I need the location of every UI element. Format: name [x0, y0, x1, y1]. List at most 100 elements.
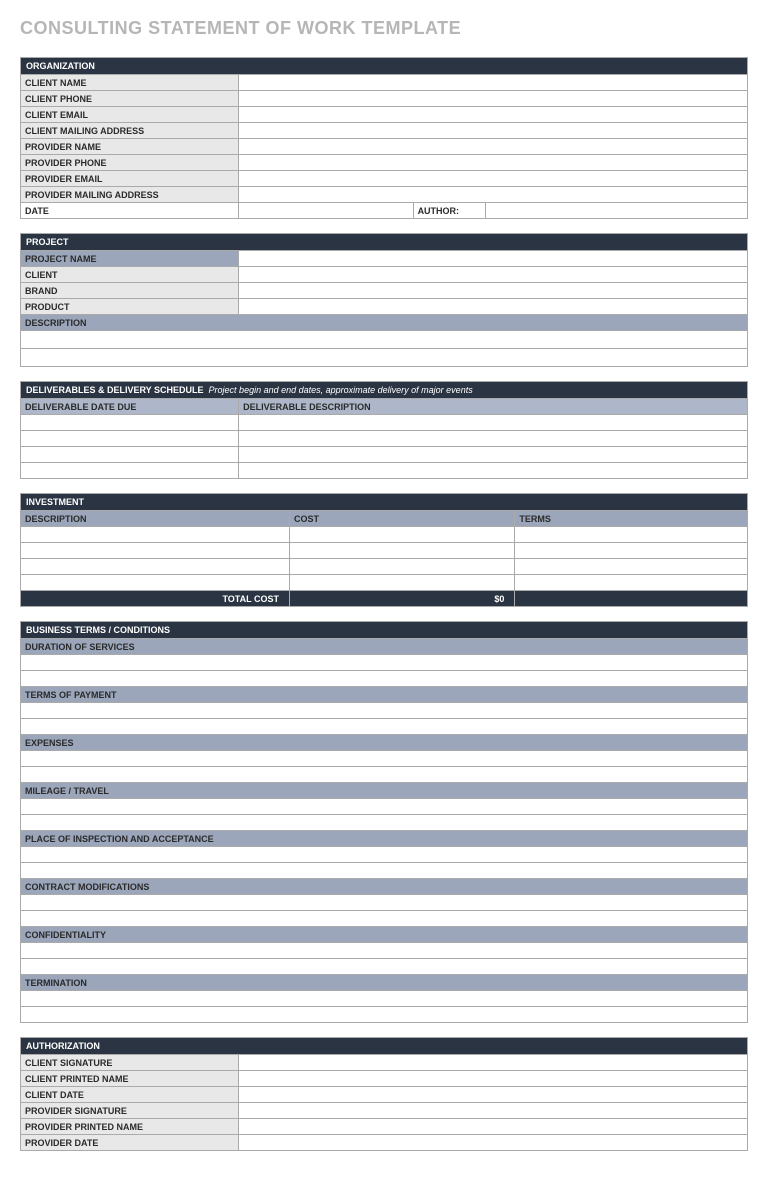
bt-value[interactable] [21, 959, 748, 975]
project-value[interactable] [239, 251, 748, 267]
inv-cost[interactable] [289, 559, 514, 575]
bt-section: TERMINATION [21, 975, 748, 991]
inv-desc[interactable] [21, 543, 290, 559]
bt-value[interactable] [21, 719, 748, 735]
inv-desc[interactable] [21, 575, 290, 591]
bt-value[interactable] [21, 799, 748, 815]
auth-label: PROVIDER DATE [21, 1135, 239, 1151]
investment-table: INVESTMENT DESCRIPTION COST TERMS TOTAL … [20, 493, 748, 607]
bt-value[interactable] [21, 815, 748, 831]
deliverables-header-text: DELIVERABLES & DELIVERY SCHEDULE [26, 385, 204, 395]
project-label: PROJECT NAME [21, 251, 239, 267]
project-label: BRAND [21, 283, 239, 299]
auth-value[interactable] [239, 1103, 748, 1119]
inv-cost[interactable] [289, 527, 514, 543]
project-label: PRODUCT [21, 299, 239, 315]
bt-value[interactable] [21, 1007, 748, 1023]
bt-value[interactable] [21, 655, 748, 671]
auth-value[interactable] [239, 1087, 748, 1103]
deliverable-col2: DELIVERABLE DESCRIPTION [239, 399, 748, 415]
bt-section: DURATION OF SERVICES [21, 639, 748, 655]
org-value[interactable] [239, 155, 748, 171]
deliv-date[interactable] [21, 415, 239, 431]
deliv-date[interactable] [21, 447, 239, 463]
bt-value[interactable] [21, 895, 748, 911]
org-value[interactable] [239, 75, 748, 91]
project-value[interactable] [239, 283, 748, 299]
org-label: PROVIDER EMAIL [21, 171, 239, 187]
auth-value[interactable] [239, 1119, 748, 1135]
org-label: CLIENT MAILING ADDRESS [21, 123, 239, 139]
org-label: PROVIDER MAILING ADDRESS [21, 187, 239, 203]
inv-col2: COST [289, 511, 514, 527]
project-header: PROJECT [21, 234, 748, 251]
inv-terms[interactable] [515, 527, 748, 543]
inv-terms[interactable] [515, 575, 748, 591]
org-label: PROVIDER NAME [21, 139, 239, 155]
total-blank [515, 591, 748, 607]
authorization-header: AUTHORIZATION [21, 1038, 748, 1055]
org-value[interactable] [239, 187, 748, 203]
auth-label: CLIENT DATE [21, 1087, 239, 1103]
inv-desc[interactable] [21, 559, 290, 575]
authorization-table: AUTHORIZATION CLIENT SIGNATURE CLIENT PR… [20, 1037, 748, 1151]
inv-col1: DESCRIPTION [21, 511, 290, 527]
deliverable-col1: DELIVERABLE DATE DUE [21, 399, 239, 415]
deliv-desc[interactable] [239, 415, 748, 431]
bt-value[interactable] [21, 767, 748, 783]
auth-value[interactable] [239, 1135, 748, 1151]
inv-terms[interactable] [515, 543, 748, 559]
inv-col3: TERMS [515, 511, 748, 527]
author-value[interactable] [486, 203, 748, 219]
org-label: CLIENT NAME [21, 75, 239, 91]
deliv-date[interactable] [21, 431, 239, 447]
organization-table: ORGANIZATION CLIENT NAME CLIENT PHONE CL… [20, 57, 748, 219]
org-value[interactable] [239, 139, 748, 155]
date-value[interactable] [239, 203, 413, 219]
inv-cost[interactable] [289, 575, 514, 591]
auth-value[interactable] [239, 1055, 748, 1071]
project-table: PROJECT PROJECT NAME CLIENT BRAND PRODUC… [20, 233, 748, 367]
auth-label: PROVIDER PRINTED NAME [21, 1119, 239, 1135]
bt-value[interactable] [21, 911, 748, 927]
investment-header: INVESTMENT [21, 494, 748, 511]
org-label: CLIENT EMAIL [21, 107, 239, 123]
inv-terms[interactable] [515, 559, 748, 575]
deliv-desc[interactable] [239, 463, 748, 479]
project-label: CLIENT [21, 267, 239, 283]
project-value[interactable] [239, 299, 748, 315]
deliv-desc[interactable] [239, 431, 748, 447]
org-value[interactable] [239, 107, 748, 123]
description-value[interactable] [21, 331, 748, 349]
bt-section: TERMS OF PAYMENT [21, 687, 748, 703]
project-value[interactable] [239, 267, 748, 283]
bt-value[interactable] [21, 991, 748, 1007]
bt-value[interactable] [21, 943, 748, 959]
bt-value[interactable] [21, 847, 748, 863]
bt-value[interactable] [21, 703, 748, 719]
deliv-desc[interactable] [239, 447, 748, 463]
auth-label: PROVIDER SIGNATURE [21, 1103, 239, 1119]
auth-value[interactable] [239, 1071, 748, 1087]
bt-value[interactable] [21, 863, 748, 879]
org-label: PROVIDER PHONE [21, 155, 239, 171]
inv-cost[interactable] [289, 543, 514, 559]
org-value[interactable] [239, 91, 748, 107]
total-cost-value: $0 [289, 591, 514, 607]
bt-section: EXPENSES [21, 735, 748, 751]
org-value[interactable] [239, 123, 748, 139]
organization-header: ORGANIZATION [21, 58, 748, 75]
deliv-date[interactable] [21, 463, 239, 479]
bt-section: PLACE OF INSPECTION AND ACCEPTANCE [21, 831, 748, 847]
total-cost-label: TOTAL COST [21, 591, 290, 607]
bt-section: CONTRACT MODIFICATIONS [21, 879, 748, 895]
bt-value[interactable] [21, 671, 748, 687]
auth-label: CLIENT PRINTED NAME [21, 1071, 239, 1087]
inv-desc[interactable] [21, 527, 290, 543]
description-label: DESCRIPTION [21, 315, 748, 331]
org-value[interactable] [239, 171, 748, 187]
bt-section: CONFIDENTIALITY [21, 927, 748, 943]
bt-value[interactable] [21, 751, 748, 767]
description-value[interactable] [21, 349, 748, 367]
author-label: AUTHOR: [413, 203, 486, 219]
